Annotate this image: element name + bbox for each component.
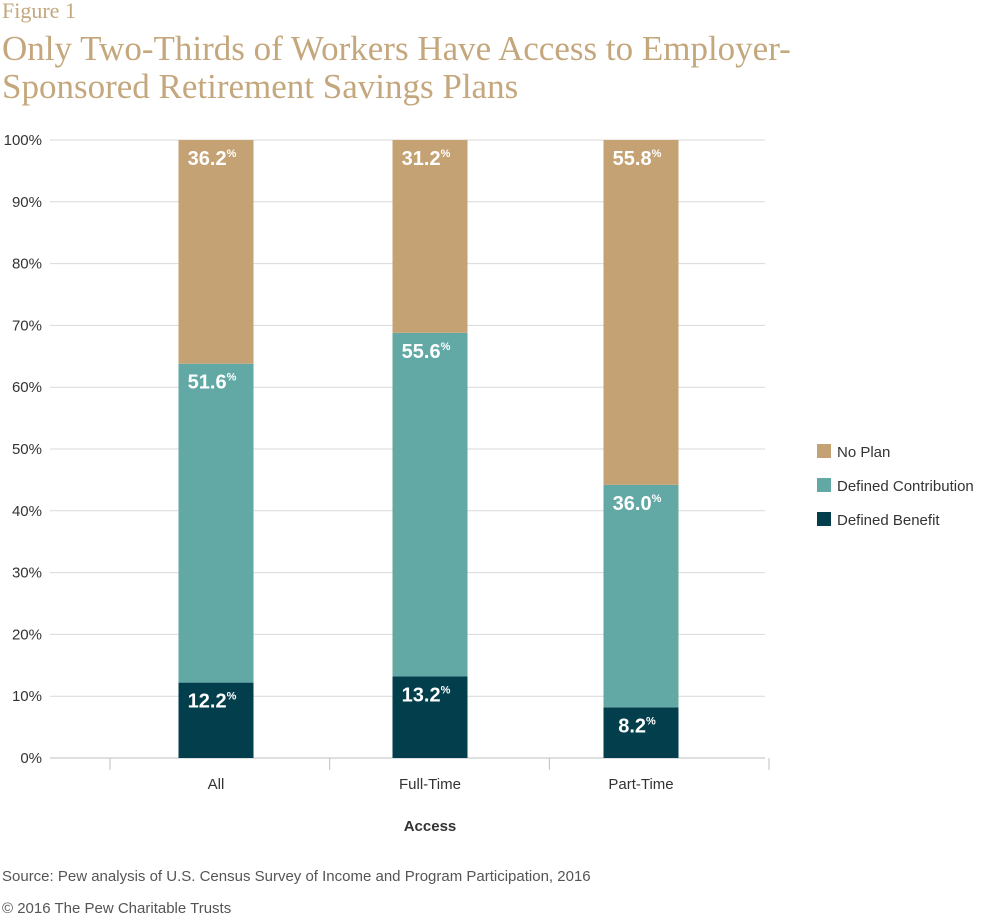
y-tick-label: 50% xyxy=(12,441,42,458)
x-tick-label: Part-Time xyxy=(608,776,673,793)
data-label: 31.2% xyxy=(402,148,451,170)
data-label: 36.0% xyxy=(613,493,662,515)
stacked-bar-chart: 0% 10% 20% 30% 40% 50% 60% 70% 80% 90% 100% 12.2% 51… xyxy=(4,132,974,835)
y-tick-label: 30% xyxy=(12,565,42,582)
legend-swatch xyxy=(817,478,831,492)
bar-segment xyxy=(178,363,254,683)
y-tick-label: 20% xyxy=(12,626,42,643)
data-label: 55.8% xyxy=(613,148,662,170)
x-tick-label: All xyxy=(208,776,225,793)
legend-label: Defined Benefit xyxy=(837,512,940,529)
y-tick-label: 80% xyxy=(12,256,42,273)
bar-segment xyxy=(603,140,679,485)
bar-segment xyxy=(178,140,254,364)
figure-label: Figure 1 xyxy=(2,0,76,23)
x-axis-title: Access xyxy=(404,818,457,835)
y-tick-label: 40% xyxy=(12,503,42,520)
copyright-note: © 2016 The Pew Charitable Trusts xyxy=(2,900,232,917)
data-label: 13.2% xyxy=(402,684,451,706)
data-label: 12.2% xyxy=(188,691,237,713)
source-note: Source: Pew analysis of U.S. Census Surv… xyxy=(2,868,591,885)
y-tick-label: 100% xyxy=(4,132,42,149)
legend-swatch xyxy=(817,444,831,458)
legend-label: Defined Contribution xyxy=(837,478,974,495)
bar-segment xyxy=(603,484,679,708)
y-tick-label: 70% xyxy=(12,317,42,334)
data-label: 55.6% xyxy=(402,341,451,363)
bar-segment xyxy=(392,332,468,677)
bar-segment xyxy=(392,676,468,758)
y-tick-label: 0% xyxy=(20,750,42,767)
data-label: 51.6% xyxy=(188,372,237,394)
bar-segment xyxy=(392,140,468,333)
y-tick-label: 10% xyxy=(12,688,42,705)
bar-segment xyxy=(603,707,679,758)
bar-segment xyxy=(178,682,254,758)
legend-swatch xyxy=(817,512,831,526)
y-tick-label: 90% xyxy=(12,194,42,211)
data-label: 36.2% xyxy=(188,148,237,170)
x-tick-label: Full-Time xyxy=(399,776,461,793)
chart-title: Only Two-Thirds of Workers Have Access t… xyxy=(2,29,791,106)
legend-label: No Plan xyxy=(837,444,890,461)
y-tick-label: 60% xyxy=(12,379,42,396)
